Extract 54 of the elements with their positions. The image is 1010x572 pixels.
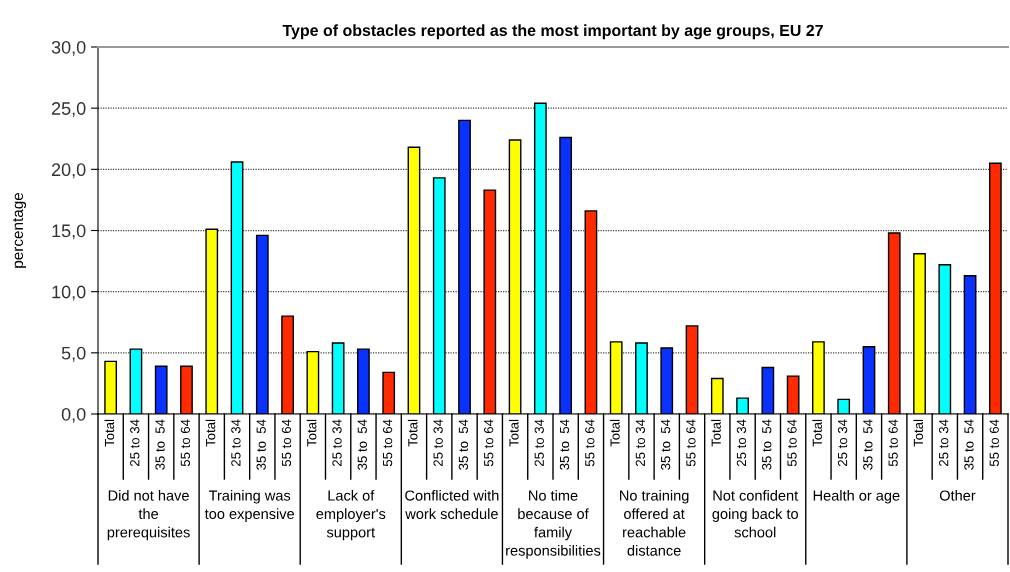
text: 55 to 64 bbox=[484, 419, 494, 467]
x-tick-label: No training offered at reachable distance bbox=[620, 490, 689, 556]
text: 55 to 64 bbox=[989, 419, 999, 467]
x-tick-label: Did not have the prerequisites bbox=[107, 490, 190, 541]
text: Total bbox=[407, 419, 418, 447]
y-tick-label: 20,0 bbox=[51, 163, 86, 179]
x-tick-label: Lack of employer's support bbox=[316, 490, 386, 541]
text: Total bbox=[205, 419, 216, 447]
text: 55 to 64 bbox=[888, 419, 898, 467]
text: 55 to 64 bbox=[585, 419, 595, 467]
text: 35 to 54 bbox=[762, 419, 772, 470]
y-tick-label: 5,0 bbox=[61, 346, 86, 362]
y-tick-label: 0,0 bbox=[61, 407, 86, 423]
text: 35 to 54 bbox=[155, 419, 165, 470]
x-tick-label: Conflicted with work schedule bbox=[405, 490, 499, 520]
text: Total bbox=[104, 419, 115, 447]
text: Total bbox=[508, 419, 519, 447]
text: 25 to 34 bbox=[231, 419, 241, 467]
text: Total bbox=[306, 419, 317, 447]
text: 35 to 54 bbox=[559, 419, 570, 470]
y-tick-label: 15,0 bbox=[52, 224, 86, 240]
text: 35 to 54 bbox=[964, 419, 974, 470]
text: 35 to 54 bbox=[660, 419, 671, 470]
text: 55 to 64 bbox=[787, 419, 797, 467]
text: 35 to 54 bbox=[458, 419, 469, 470]
text: 55 to 64 bbox=[180, 419, 191, 467]
text: 55 to 64 bbox=[382, 419, 393, 467]
text: 25 to 34 bbox=[939, 419, 949, 467]
text: 25 to 34 bbox=[635, 419, 646, 467]
text: 55 to 64 bbox=[686, 419, 696, 467]
x-tick-label: Other bbox=[939, 490, 976, 501]
text: 25 to 34 bbox=[837, 419, 848, 467]
y-tick-label: 25,0 bbox=[51, 102, 86, 118]
text: 25 to 34 bbox=[332, 419, 342, 467]
y-tick-label: 30,0 bbox=[51, 40, 86, 56]
y-axis-title: percentage bbox=[13, 192, 27, 268]
text: 35 to 54 bbox=[863, 419, 873, 470]
text: 25 to 34 bbox=[130, 419, 140, 467]
x-tick-label: Health or age bbox=[813, 490, 900, 504]
x-tick-label: Not confident going back to school bbox=[712, 490, 799, 538]
text: 25 to 34 bbox=[534, 419, 544, 467]
text: 25 to 34 bbox=[736, 419, 747, 467]
text: 55 to 64 bbox=[281, 419, 292, 467]
text: 35 to 54 bbox=[357, 419, 367, 470]
text: Total bbox=[711, 419, 721, 447]
x-tick-label: No time because of family responsibilities bbox=[506, 490, 601, 559]
y-tick-label: 10,0 bbox=[52, 285, 86, 301]
text: Total bbox=[812, 419, 822, 447]
text: Total bbox=[610, 419, 620, 447]
chart-title: Type of obstacles reported as the most important by age groups, EU 27 bbox=[282, 24, 823, 40]
text: 35 to 54 bbox=[256, 419, 266, 470]
x-tick-label: Training was too expensive bbox=[204, 490, 295, 522]
text: Total bbox=[913, 419, 924, 447]
text: 25 to 34 bbox=[433, 419, 443, 467]
